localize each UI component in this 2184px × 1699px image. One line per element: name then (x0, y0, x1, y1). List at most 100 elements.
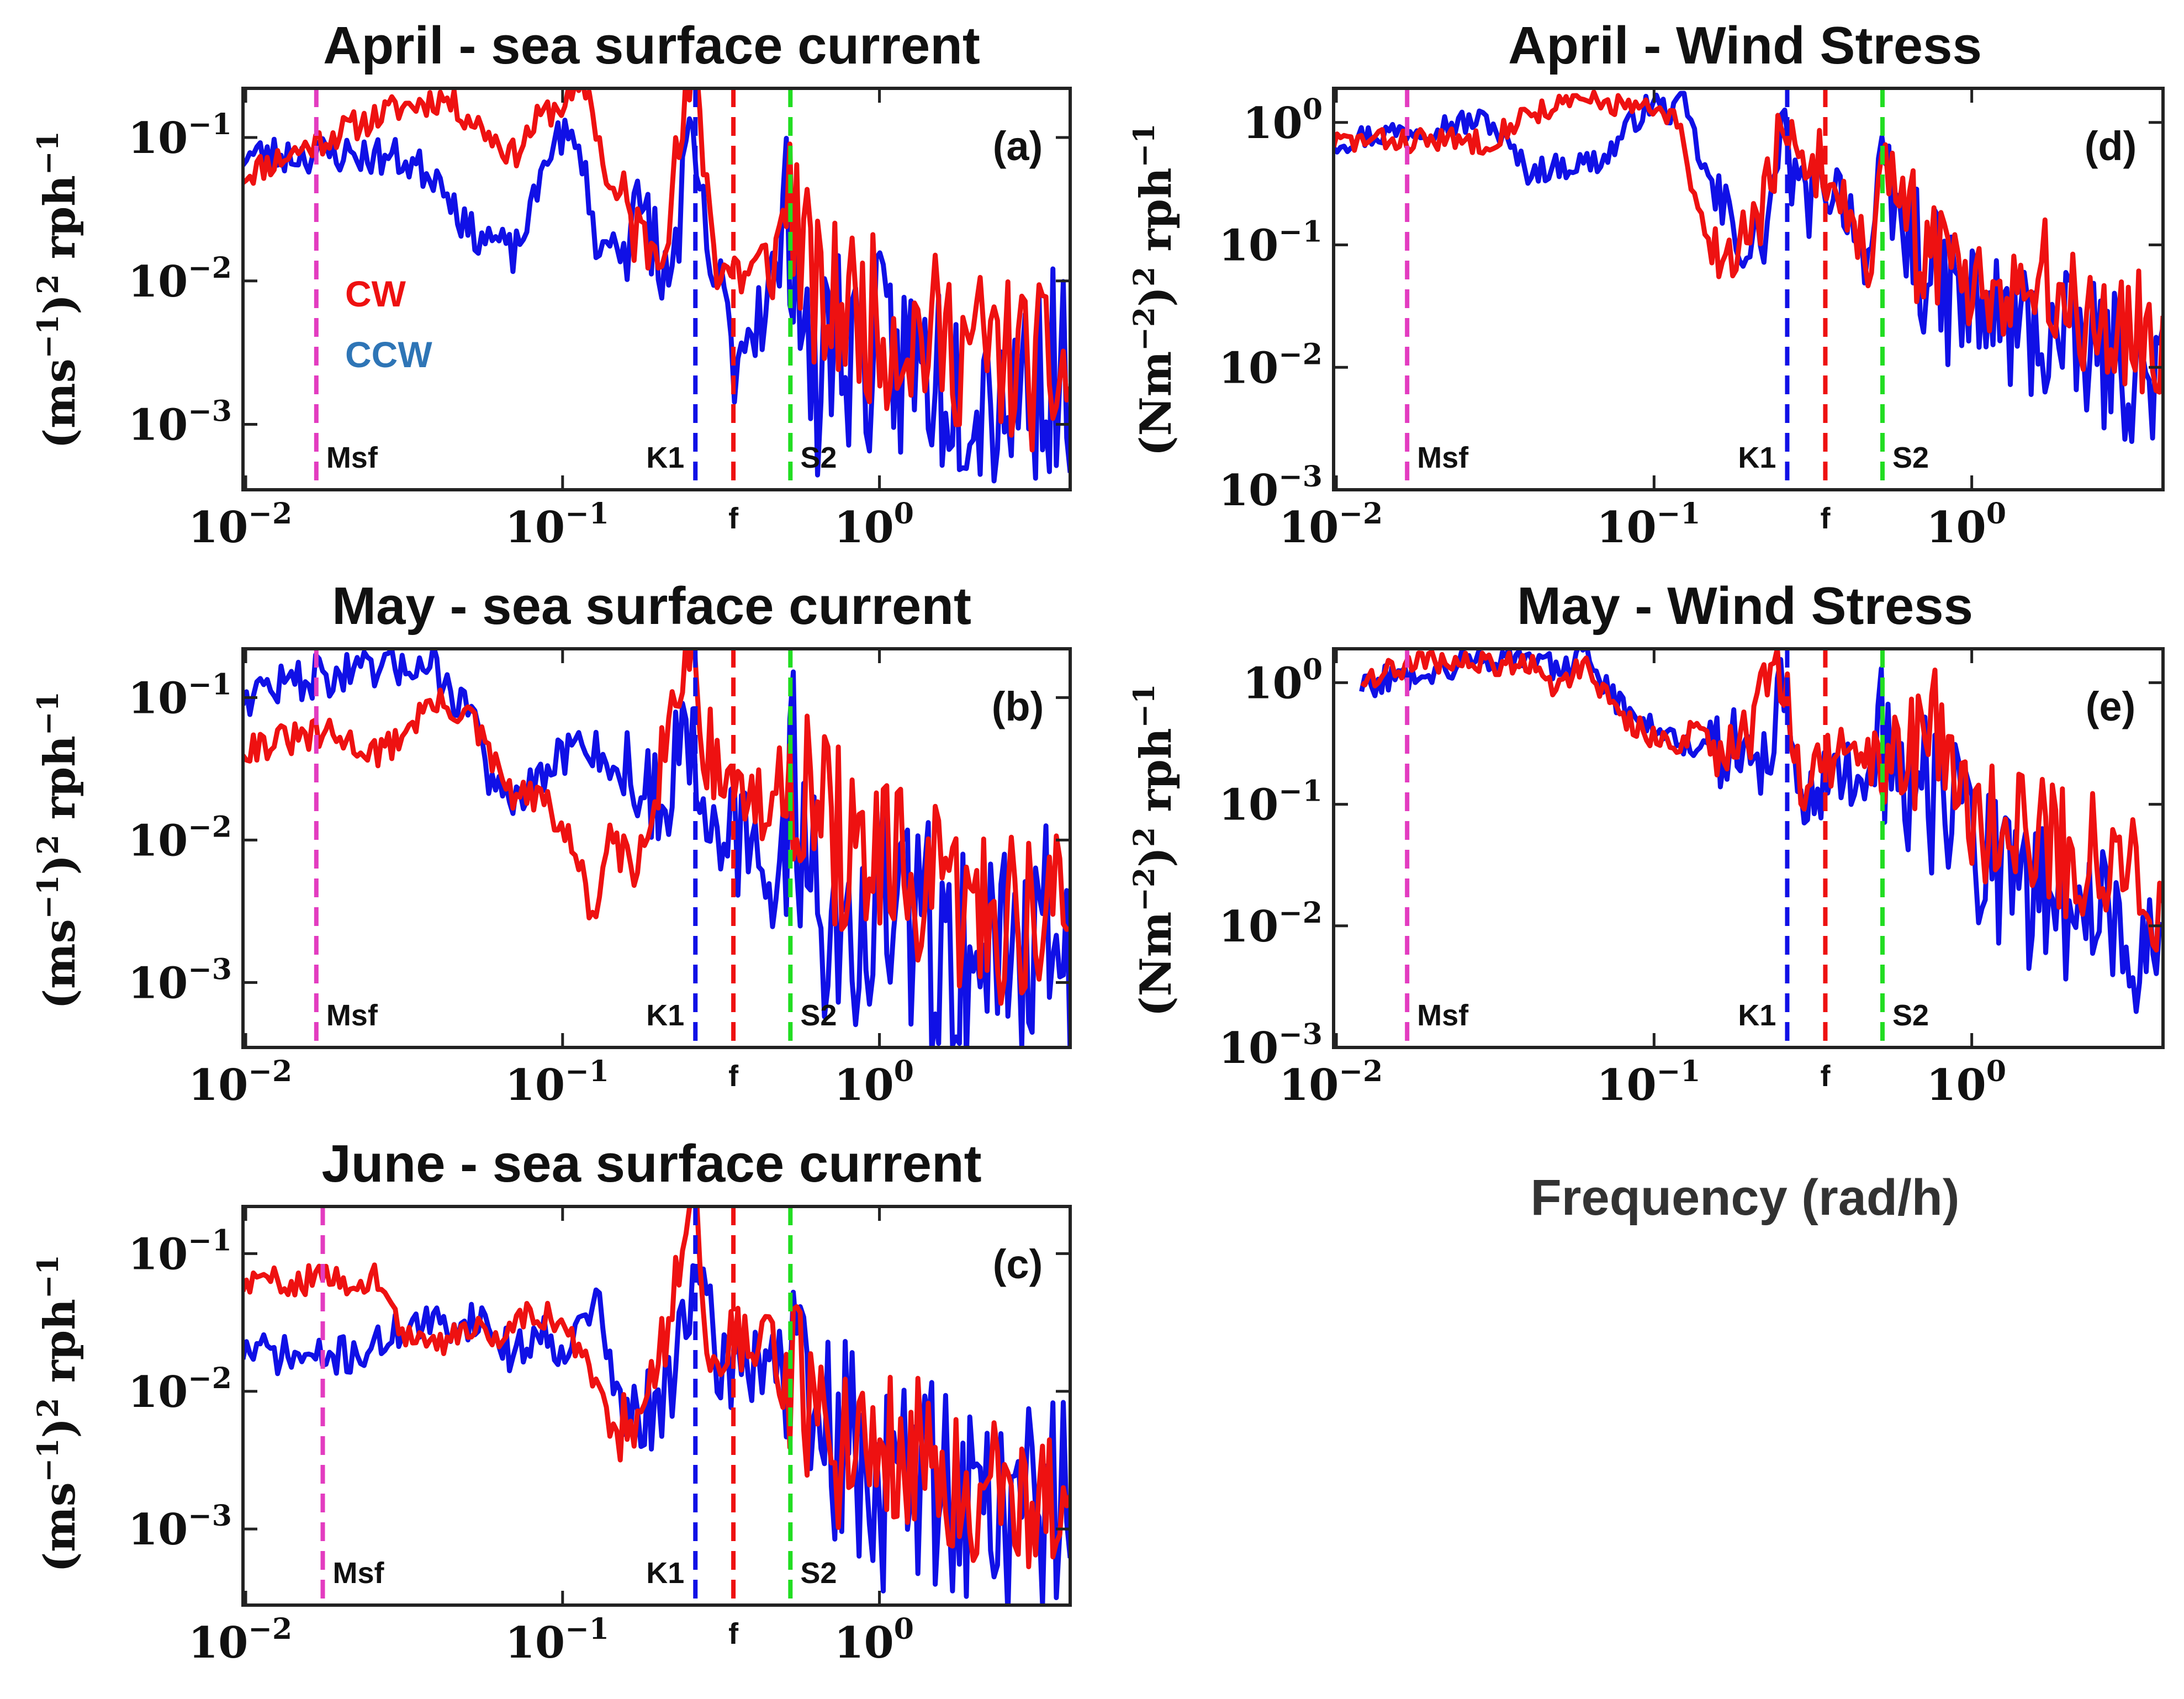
panel-label: (b) (992, 684, 1044, 729)
legend-cw: CW (345, 273, 406, 314)
y-tick-label: 10−1 (128, 668, 232, 723)
ylabel-sup1: −1 (31, 315, 65, 359)
svg-text:(Nm−2)2 rph−1: (Nm−2)2 rph−1 (1128, 124, 1181, 457)
ylabel: (Nm−2)2 rph−1 (1128, 684, 1181, 1017)
ylabel-sup3: −1 (31, 691, 65, 735)
ylabel-sup2: 2 (1128, 827, 1161, 847)
series-cw-line (1334, 89, 2163, 395)
marker-s2-label: S2 (800, 1557, 837, 1590)
ylabel-mid: ) (35, 1418, 85, 1438)
ylabel-tail: rph (1131, 728, 1181, 827)
marker-k1-label: K1 (1738, 999, 1776, 1032)
y-tick-label: 100 (1242, 653, 1323, 708)
y-tick-label: 10−3 (1219, 1018, 1323, 1073)
x-tick-label: 10−1 (505, 1612, 609, 1668)
marker-msf-label: Msf (326, 441, 378, 474)
marker-k1-label: K1 (646, 1557, 684, 1590)
ylabel-mid: ) (1131, 847, 1181, 867)
marker-f-label: f (728, 502, 739, 535)
svg-text:(ms−1)2 rph−1: (ms−1)2 rph−1 (31, 1255, 85, 1572)
ylabel-tail: rph (35, 1299, 85, 1398)
x-tick-label: 100 (834, 497, 914, 553)
plot-frame (1332, 647, 2165, 1049)
y-tick-label: 10−2 (128, 251, 232, 307)
panel-title: April - sea surface current (323, 16, 980, 75)
y-tick-label: 10−1 (1219, 775, 1323, 830)
x-tick-label: 10−1 (1596, 1055, 1700, 1110)
ylabel-mid: ) (1131, 287, 1181, 307)
series-cw-line (243, 88, 1070, 453)
panel-b: May - sea surface current (ms−1)2 rph−1 … (31, 576, 1072, 1110)
x-tick-label: 10−1 (1596, 497, 1700, 553)
svg-text:(ms−1)2 rph−1: (ms−1)2 rph−1 (31, 691, 85, 1009)
panel-d: April - Wind Stress (Nm−2)2 rph−1 Msf K1 f… (1128, 16, 2165, 553)
x-tick-label: 10−2 (188, 1612, 292, 1668)
ylabel-main: (ms (35, 919, 85, 1009)
ylabel-sup1: −1 (31, 1438, 65, 1483)
marker-msf-label: Msf (326, 999, 378, 1032)
plot-frame (1332, 87, 2165, 491)
ylabel: (ms−1)2 rph−1 (31, 691, 85, 1009)
marker-msf-label: Msf (332, 1557, 384, 1590)
x-tick-label: 100 (1926, 497, 2006, 553)
marker-f-label: f (728, 1060, 739, 1093)
panel-title: May - sea surface current (332, 576, 971, 636)
ylabel-mid: ) (35, 855, 85, 875)
series-ccw-line (1334, 91, 2163, 444)
marker-k1-label: K1 (646, 441, 684, 474)
marker-s2-label: S2 (800, 999, 837, 1032)
ylabel-sup2: 2 (31, 835, 65, 855)
series-ccw-line (243, 1263, 1070, 1605)
ylabel-tail: rph (35, 735, 85, 835)
y-tick-label: 10−1 (128, 108, 232, 163)
y-tick-label: 10−2 (128, 810, 232, 866)
panel-title: April - Wind Stress (1508, 16, 1982, 75)
y-tick-label: 10−3 (128, 952, 232, 1008)
marker-s2-label: S2 (1892, 441, 1929, 474)
ylabel-sup3: −1 (31, 1255, 65, 1299)
series-cw-line (243, 649, 1070, 1006)
ylabel-tail: rph (35, 175, 85, 274)
ylabel: (ms−1)2 rph−1 (31, 131, 85, 448)
marker-s2-label: S2 (1892, 999, 1929, 1032)
x-axis-label: Frequency (rad/h) (1530, 1169, 1959, 1226)
plot-frame (241, 87, 1072, 491)
ylabel-sup2: 2 (31, 1398, 65, 1418)
ylabel-mid: ) (35, 294, 85, 315)
ylabel-main: (Nm (1131, 351, 1181, 457)
y-tick-label: 10−3 (1219, 460, 1323, 516)
x-tick-label: 10−2 (188, 497, 292, 553)
marker-f-label: f (1820, 502, 1831, 535)
panel-title: June - sea surface current (321, 1134, 981, 1193)
ylabel-sup3: −1 (1128, 124, 1161, 168)
x-tick-label: 100 (834, 1612, 914, 1668)
ylabel-main: (Nm (1131, 912, 1181, 1017)
ylabel-sup3: −1 (31, 131, 65, 175)
ylabel-sup3: −1 (1128, 684, 1161, 728)
x-tick-label: 100 (1926, 1055, 2006, 1110)
panel-title: May - Wind Stress (1517, 576, 1973, 636)
x-tick-label: 10−1 (505, 497, 609, 553)
plot-frame (241, 1205, 1072, 1607)
ylabel-sup1: −1 (31, 875, 65, 919)
panel-label: (c) (993, 1241, 1043, 1287)
legend-ccw: CCW (345, 334, 432, 375)
y-tick-label: 10−2 (1219, 896, 1323, 952)
marker-f-label: f (728, 1617, 739, 1650)
marker-k1-label: K1 (646, 999, 684, 1032)
ylabel-sup1: −2 (1128, 867, 1161, 912)
svg-text:(Nm−2)2 rph−1: (Nm−2)2 rph−1 (1128, 684, 1181, 1017)
ylabel-main: (ms (35, 1482, 85, 1572)
x-tick-label: 10−1 (505, 1055, 609, 1110)
y-tick-label: 10−3 (128, 1499, 232, 1555)
svg-text:(ms−1)2 rph−1: (ms−1)2 rph−1 (31, 131, 85, 448)
x-tick-label: 100 (834, 1055, 914, 1110)
marker-k1-label: K1 (1738, 441, 1776, 474)
marker-msf-label: Msf (1417, 999, 1469, 1032)
plot-frame (241, 647, 1072, 1049)
marker-s2-label: S2 (800, 441, 837, 474)
y-tick-label: 10−1 (128, 1224, 232, 1279)
x-tick-label: 10−2 (1279, 1055, 1383, 1110)
panel-a: April - sea surface current (ms−1)2 rph−… (31, 16, 1072, 553)
